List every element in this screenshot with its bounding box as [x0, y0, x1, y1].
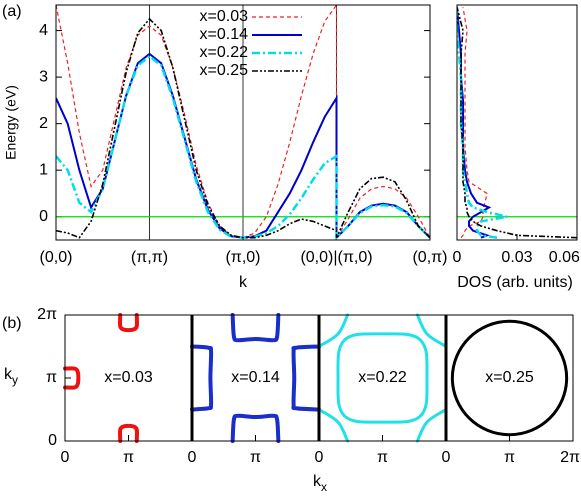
fermi-contour: [336, 332, 429, 424]
x-tick-label: 0: [315, 449, 324, 466]
y-tick-label: 0: [48, 432, 57, 449]
legend-label: x=0.03: [200, 8, 249, 25]
fermi-contour: [317, 408, 350, 443]
x-tick-label: π: [504, 449, 515, 466]
fermi-contour: [190, 344, 214, 412]
fermi-contour: [230, 413, 281, 443]
legend-label: x=0.22: [200, 44, 249, 61]
y-tick-label: 3: [39, 68, 48, 85]
fermi-contour: [317, 313, 350, 348]
x-tick-label: 0: [61, 449, 70, 466]
x-tick-label: 0.03: [501, 249, 532, 266]
x-tick-label: π: [250, 449, 261, 466]
fermi-contour: [415, 408, 448, 443]
y-axis-label: ky: [4, 366, 18, 387]
x-tick-label: 2π: [560, 449, 580, 466]
label-main: k: [4, 366, 13, 383]
y-tick-label: 1: [39, 161, 48, 178]
x-tick-label: (0,π): [412, 249, 447, 266]
x-tick-label: π: [123, 449, 134, 466]
label-main: k: [313, 473, 322, 490]
y-tick-label: 2π: [37, 306, 57, 323]
plot-frame: [456, 4, 578, 241]
fermi-contour: [291, 344, 321, 412]
x-tick-label: (0,0)|(π,0): [300, 249, 372, 266]
y-axis-label: Energy (eV): [3, 85, 19, 160]
x-axis-label: k: [239, 274, 248, 291]
legend-label: x=0.25: [200, 62, 249, 79]
legend-label: x=0.14: [200, 26, 249, 43]
x-tick-label: (π,π): [131, 249, 168, 266]
x-tick-label: (0,0): [40, 249, 73, 266]
plot-frame: [64, 314, 574, 442]
band-line: [56, 17, 430, 239]
fermi-contour: [450, 319, 569, 437]
x-tick-label: 0: [453, 249, 462, 266]
panel-annotation: x=0.22: [358, 369, 407, 386]
x-tick-label: 0.06: [549, 249, 580, 266]
panel-annotation: x=0.03: [104, 369, 153, 386]
fermi-contour: [118, 423, 139, 443]
dos-line: [460, 7, 488, 239]
y-tick-label: 4: [39, 22, 48, 39]
dos-line: [457, 7, 577, 239]
x-axis-label: DOS (arb. units): [457, 274, 573, 291]
plot-frame: [55, 4, 431, 241]
x-tick-label: 0: [442, 449, 451, 466]
fermi-contour: [63, 366, 81, 390]
x-tick-label: 0: [188, 449, 197, 466]
fermi-contour: [415, 313, 448, 348]
panel-label: (b): [2, 315, 22, 332]
y-tick-label: 0: [39, 208, 48, 225]
dos-line: [457, 7, 508, 239]
x-tick-label: π: [377, 449, 388, 466]
panel-annotation: x=0.25: [485, 369, 534, 386]
fermi-contour: [230, 313, 281, 343]
band-line: [56, 54, 430, 240]
x-axis-label: kx: [313, 473, 327, 494]
band-line: [56, 5, 430, 240]
x-tick-label: (π,0): [225, 249, 260, 266]
label-sub: x: [321, 480, 327, 494]
label-sub: y: [12, 373, 18, 387]
y-tick-label: 2: [39, 115, 48, 132]
series-group: [56, 5, 430, 240]
fermi-contour: [118, 313, 139, 333]
panel-annotation: x=0.14: [231, 369, 280, 386]
panel-label: (a): [2, 3, 22, 20]
y-tick-label: π: [46, 369, 57, 386]
series-group: [457, 7, 577, 239]
